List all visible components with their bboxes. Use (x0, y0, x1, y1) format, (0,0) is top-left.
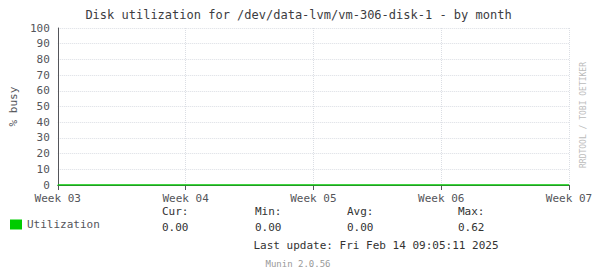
svg-text:50: 50 (37, 100, 50, 113)
svg-text:Disk utilization for /dev/data: Disk utilization for /dev/data-lvm/vm-30… (85, 8, 511, 22)
svg-text:Min:: Min: (255, 205, 282, 218)
svg-text:40: 40 (37, 116, 50, 129)
svg-text:Cur:: Cur: (162, 205, 189, 218)
svg-text:Max:: Max: (458, 205, 485, 218)
svg-text:0.00: 0.00 (347, 221, 374, 234)
svg-text:100: 100 (30, 22, 50, 35)
svg-text:Week 07: Week 07 (546, 192, 592, 205)
svg-text:90: 90 (37, 37, 50, 50)
svg-text:70: 70 (37, 69, 50, 82)
svg-text:10: 10 (37, 163, 50, 176)
svg-text:0.62: 0.62 (458, 221, 485, 234)
svg-text:0: 0 (43, 179, 50, 192)
svg-text:Avg:: Avg: (347, 205, 374, 218)
svg-text:Last update: Fri Feb 14 09:05:: Last update: Fri Feb 14 09:05:11 2025 (253, 239, 498, 252)
svg-text:% busy: % busy (7, 86, 20, 126)
svg-text:80: 80 (37, 53, 50, 66)
svg-text:20: 20 (37, 147, 50, 160)
svg-text:Week 05: Week 05 (290, 192, 336, 205)
svg-text:Week 03: Week 03 (35, 192, 81, 205)
svg-text:0.00: 0.00 (162, 221, 189, 234)
svg-text:0.00: 0.00 (255, 221, 282, 234)
svg-text:60: 60 (37, 84, 50, 97)
svg-text:Munin 2.0.56: Munin 2.0.56 (265, 259, 330, 269)
svg-text:30: 30 (37, 131, 50, 144)
svg-text:Week 06: Week 06 (418, 192, 464, 205)
svg-text:Utilization: Utilization (27, 218, 100, 231)
svg-text:Week 04: Week 04 (162, 192, 209, 205)
svg-text:RRDTOOL / TOBI OETIKER: RRDTOOL / TOBI OETIKER (579, 62, 588, 168)
